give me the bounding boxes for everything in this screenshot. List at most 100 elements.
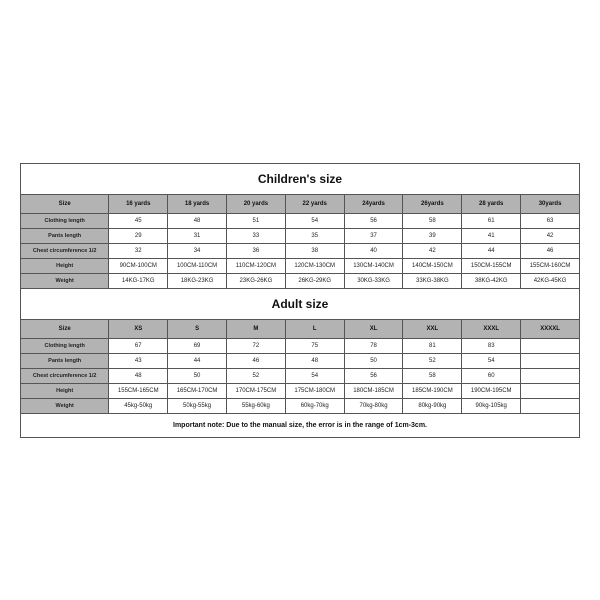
cell: 81 [403,338,462,353]
cell: 40 [344,243,403,258]
adult-title: Adult size [21,288,580,319]
cell: 54 [285,213,344,228]
cell: 33KG-38KG [403,273,462,288]
cell: 165CM-170CM [168,383,227,398]
children-title: Children's size [21,163,580,194]
cell: 56 [344,213,403,228]
cell: 48 [285,353,344,368]
cell: 54 [285,368,344,383]
cell: 110CM-120CM [226,258,285,273]
table-row: Clothing length67697275788183 [21,338,580,353]
cell: 190CM-195CM [462,383,521,398]
col-xl: XL [344,319,403,338]
table-row: Height155CM-165CM165CM-170CM170CM-175CM1… [21,383,580,398]
cell [521,383,580,398]
row-label: Pants length [21,353,109,368]
row-label: Height [21,258,109,273]
cell: 60 [462,368,521,383]
cell: 90kg-105kg [462,398,521,413]
cell: 38KG-42KG [462,273,521,288]
cell: 30KG-33KG [344,273,403,288]
cell: 42 [403,243,462,258]
cell: 48 [109,368,168,383]
row-label: Clothing length [21,213,109,228]
cell: 46 [226,353,285,368]
cell: 42KG-45KG [521,273,580,288]
table-row: Pants length2931333537394142 [21,228,580,243]
table-row: Chest circumference 1/248505254565860 [21,368,580,383]
cell: 185CM-190CM [403,383,462,398]
table-row: Weight14KG-17KG18KG-23KG23KG-26KG26KG-29… [21,273,580,288]
cell: 120CM-130CM [285,258,344,273]
children-header: Size 16 yards 18 yards 20 yards 22 yards… [21,194,580,213]
cell: 70kg-80kg [344,398,403,413]
cell: 78 [344,338,403,353]
cell: 58 [403,213,462,228]
cell: 39 [403,228,462,243]
col-24: 24yards [344,194,403,213]
cell: 43 [109,353,168,368]
cell: 67 [109,338,168,353]
cell: 50kg-55kg [168,398,227,413]
col-22: 22 yards [285,194,344,213]
cell: 44 [168,353,227,368]
cell [521,338,580,353]
col-size: Size [21,194,109,213]
important-note: Important note: Due to the manual size, … [21,413,580,437]
table-row: Clothing length4548515456586163 [21,213,580,228]
cell: 48 [168,213,227,228]
cell: 100CM-110CM [168,258,227,273]
cell: 33 [226,228,285,243]
row-label: Height [21,383,109,398]
cell: 75 [285,338,344,353]
col-xs: XS [109,319,168,338]
col-26: 26yards [403,194,462,213]
cell: 42 [521,228,580,243]
cell: 55kg-60kg [226,398,285,413]
row-label: Chest circumference 1/2 [21,243,109,258]
cell: 52 [226,368,285,383]
cell: 60kg-70kg [285,398,344,413]
col-size-a: Size [21,319,109,338]
cell: 34 [168,243,227,258]
cell: 155CM-160CM [521,258,580,273]
cell: 45 [109,213,168,228]
cell: 26KG-29KG [285,273,344,288]
col-s: S [168,319,227,338]
cell: 44 [462,243,521,258]
cell: 72 [226,338,285,353]
cell: 175CM-180CM [285,383,344,398]
row-label: Pants length [21,228,109,243]
table-row: Chest circumference 1/23234363840424446 [21,243,580,258]
cell: 56 [344,368,403,383]
col-20: 20 yards [226,194,285,213]
cell [521,353,580,368]
col-xxxl: XXXL [462,319,521,338]
cell: 83 [462,338,521,353]
cell: 69 [168,338,227,353]
col-18: 18 yards [168,194,227,213]
cell: 52 [403,353,462,368]
size-chart: Children's size Size 16 yards 18 yards 2… [20,163,580,438]
col-m: M [226,319,285,338]
cell: 170CM-175CM [226,383,285,398]
cell [521,368,580,383]
row-label: Weight [21,273,109,288]
cell: 140CM-150CM [403,258,462,273]
cell: 54 [462,353,521,368]
cell: 51 [226,213,285,228]
col-30: 30yards [521,194,580,213]
col-28: 28 yards [462,194,521,213]
cell: 46 [521,243,580,258]
cell: 90CM-100CM [109,258,168,273]
adult-header: Size XS S M L XL XXL XXXL XXXXL [21,319,580,338]
cell: 18KG-23KG [168,273,227,288]
cell: 36 [226,243,285,258]
cell: 58 [403,368,462,383]
cell: 14KG-17KG [109,273,168,288]
cell: 32 [109,243,168,258]
row-label: Clothing length [21,338,109,353]
cell: 38 [285,243,344,258]
col-xxxxl: XXXXL [521,319,580,338]
cell: 31 [168,228,227,243]
